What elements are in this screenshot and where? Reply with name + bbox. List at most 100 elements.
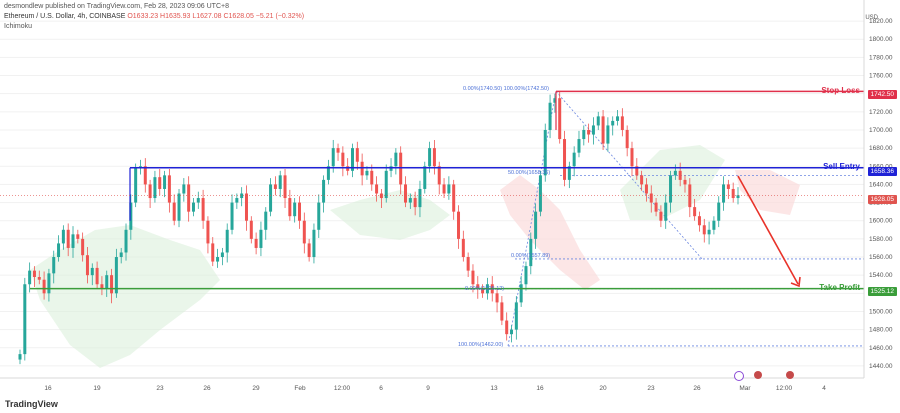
candle-body (52, 257, 56, 274)
candle-body (461, 238, 465, 258)
price-tick-label: 1600.00 (869, 218, 893, 225)
candle-body (413, 198, 417, 208)
price-tick-label: 1720.00 (869, 109, 893, 116)
candle-body (548, 102, 552, 130)
candle-body (702, 225, 706, 235)
time-tick-label: 26 (203, 385, 211, 392)
candles (18, 91, 740, 365)
candle-body (100, 284, 104, 289)
cloud-area-bearish (500, 175, 600, 290)
candle-body (375, 184, 379, 194)
candle-body (148, 184, 152, 199)
time-tick-label: 19 (93, 385, 101, 392)
fib-label-mid2: 0.00%(1557.89) (511, 253, 551, 259)
candle-body (153, 177, 157, 199)
candle-body (582, 129, 586, 140)
candle-body (32, 270, 36, 277)
time-tick-label: 6 (379, 385, 383, 392)
time-tick-label: 9 (426, 385, 430, 392)
candle-body (457, 211, 461, 239)
time-tick-label: 23 (647, 385, 655, 392)
time-tick-label: Feb (294, 385, 306, 392)
candle-body (630, 148, 634, 167)
candle-body (61, 229, 65, 244)
candle-body (206, 220, 210, 244)
candle-body (177, 193, 181, 221)
candle-body (119, 252, 123, 258)
candle-body (143, 166, 147, 185)
candle-body (697, 216, 701, 226)
candle-body (23, 284, 27, 355)
candle-body (37, 276, 41, 280)
cloud-area-bullish (30, 225, 220, 368)
price-tick-label: 1460.00 (869, 345, 893, 352)
candle-body (437, 166, 441, 185)
candle-body (322, 179, 326, 203)
time-tick-label: 16 (44, 385, 52, 392)
candle-body (659, 211, 663, 221)
price-tick-label: 1700.00 (869, 127, 893, 134)
candle-body (341, 152, 345, 167)
time-tick-label: 16 (536, 385, 544, 392)
time-tick-label: 13 (490, 385, 498, 392)
candle-body (264, 211, 268, 230)
candle-body (105, 275, 109, 289)
candle-body (365, 170, 369, 176)
symbol-name: Ethereum / U.S. Dollar, 4h, COINBASE (4, 13, 126, 20)
us-flag-icon[interactable] (786, 371, 794, 379)
time-tick-label: 12:00 (776, 385, 793, 392)
candle-body (596, 116, 600, 126)
candle-body (620, 116, 624, 130)
candle-body (114, 257, 118, 294)
candle-body (712, 220, 716, 230)
candle-body (404, 184, 408, 203)
candle-body (254, 238, 258, 248)
price-tick-label: 1680.00 (869, 145, 893, 152)
time-tick-label: 29 (252, 385, 260, 392)
candle-body (167, 175, 171, 203)
candle-body (331, 148, 335, 167)
fib-trend-line (507, 91, 557, 347)
time-tick-label: 23 (156, 385, 164, 392)
candle-body (288, 198, 292, 217)
candle-body (543, 129, 547, 176)
price-tick-label: 1780.00 (869, 54, 893, 61)
candle-body (558, 98, 562, 140)
candle-body (553, 98, 557, 103)
price-axis: 1820.001800.001780.001760.001740.001720.… (869, 18, 893, 370)
event-icon[interactable] (734, 371, 744, 381)
candle-body (644, 184, 648, 194)
us-flag-icon[interactable] (754, 371, 762, 379)
candle-body (225, 229, 229, 253)
candle-body (587, 129, 591, 135)
currency-label: USD (865, 15, 878, 21)
sell-entry-price-tag: 1658.36 (867, 167, 897, 176)
candle-body (500, 302, 504, 321)
candle-body (211, 243, 215, 262)
candle-body (693, 207, 697, 217)
candle-body (283, 175, 287, 199)
candle-body (432, 148, 436, 167)
price-tick-label: 1800.00 (869, 36, 893, 43)
candle-body (529, 238, 533, 267)
candle-body (317, 202, 321, 230)
candle-body (591, 125, 595, 135)
candle-body (442, 184, 446, 194)
candle-body (201, 198, 205, 221)
indicator-label: Ichimoku (4, 23, 33, 30)
candle-body (722, 184, 726, 203)
candle-body (163, 175, 167, 189)
fib-label-top: 0.00%(1740.50) 100.00%(1742.50) (463, 86, 549, 92)
candle-body (71, 234, 75, 248)
candle-body (312, 229, 316, 258)
time-tick-label: 4 (822, 385, 826, 392)
candle-body (601, 116, 605, 144)
stop-loss-price-tag: 1742.50 (867, 90, 897, 99)
candle-body (81, 238, 85, 256)
candle-body (302, 220, 306, 244)
candle-body (360, 161, 364, 176)
candle-body (495, 293, 499, 303)
candle-body (534, 211, 538, 239)
candle-body (476, 284, 480, 289)
